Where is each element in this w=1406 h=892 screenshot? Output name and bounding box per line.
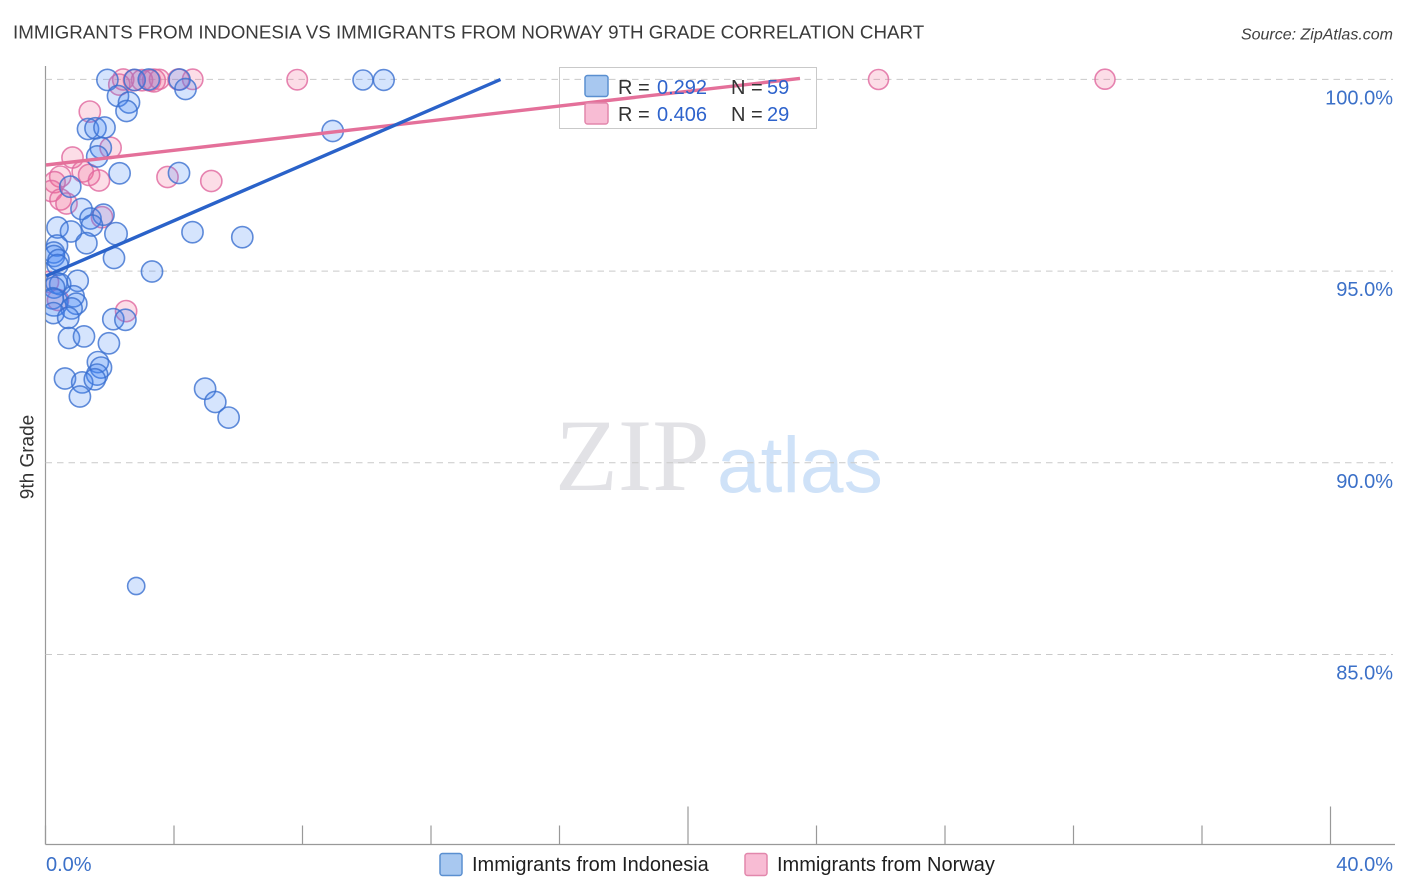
svg-text:R =: R = [618, 77, 650, 99]
svg-text:IMMIGRANTS FROM INDONESIA VS I: IMMIGRANTS FROM INDONESIA VS IMMIGRANTS … [13, 22, 925, 43]
svg-text:Source: ZipAtlas.com: Source: ZipAtlas.com [1241, 27, 1393, 44]
svg-text:0.406: 0.406 [657, 104, 707, 126]
svg-text:29: 29 [767, 104, 789, 126]
svg-text:59: 59 [767, 77, 789, 99]
svg-text:95.0%: 95.0% [1336, 279, 1393, 301]
svg-text:90.0%: 90.0% [1336, 471, 1393, 493]
svg-text:N =: N = [731, 104, 763, 126]
svg-text:40.0%: 40.0% [1336, 854, 1393, 876]
svg-text:R =: R = [618, 104, 650, 126]
svg-text:0.0%: 0.0% [46, 854, 92, 876]
svg-text:atlas: atlas [717, 421, 883, 509]
svg-text:9th Grade: 9th Grade [18, 415, 39, 500]
svg-text:Immigrants from Indonesia: Immigrants from Indonesia [472, 854, 710, 876]
svg-text:100.0%: 100.0% [1325, 88, 1393, 110]
svg-text:ZIP: ZIP [555, 399, 710, 513]
svg-text:Immigrants from Norway: Immigrants from Norway [777, 854, 995, 876]
svg-text:N =: N = [731, 77, 763, 99]
svg-text:0.292: 0.292 [657, 77, 707, 99]
svg-text:85.0%: 85.0% [1336, 663, 1393, 685]
